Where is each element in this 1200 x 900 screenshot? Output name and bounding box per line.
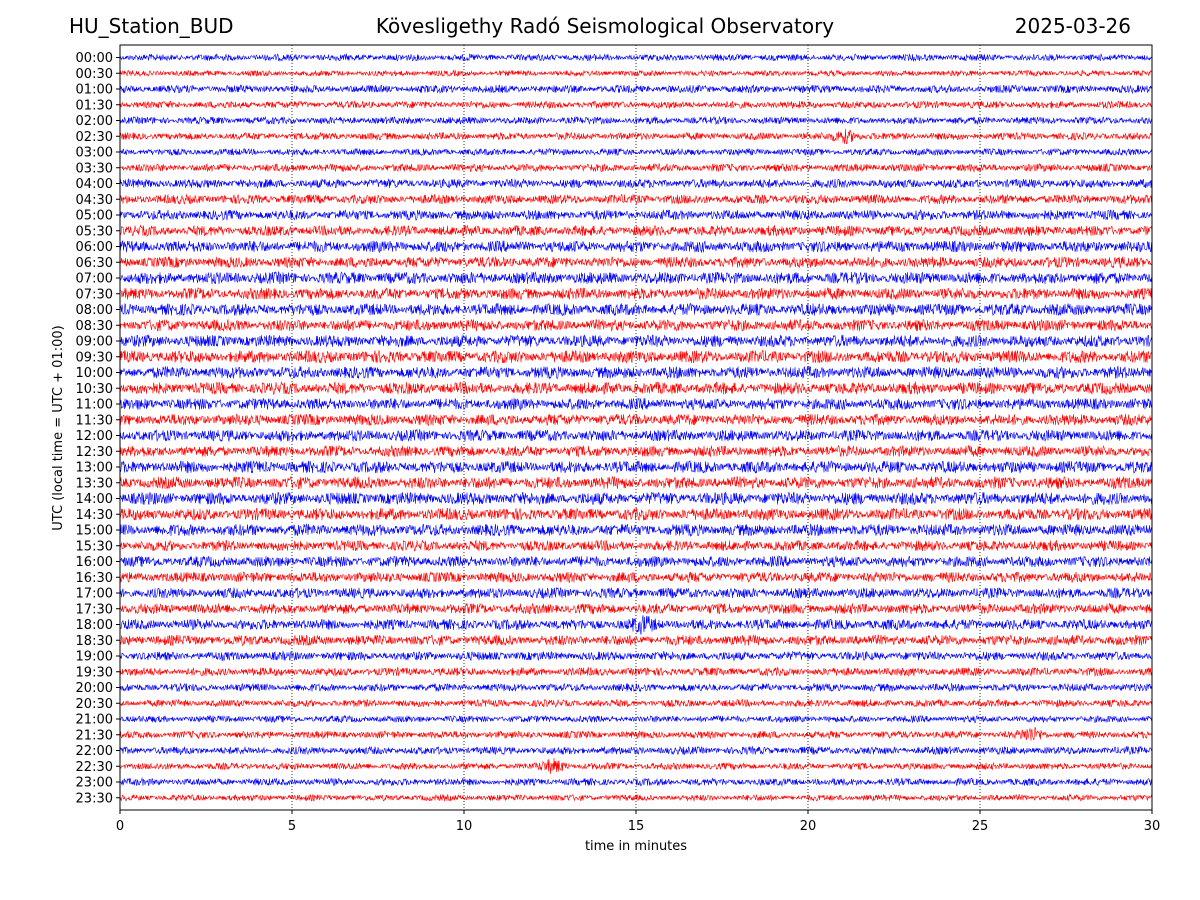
trace-1700 — [119, 586, 1153, 600]
row-label: 06:00 — [76, 240, 113, 255]
row-label: 08:30 — [76, 319, 113, 334]
row-label: 12:00 — [76, 429, 113, 444]
row-labels: 00:0000:3001:0001:3002:0002:3003:0003:30… — [76, 51, 120, 806]
row-label: 19:30 — [76, 665, 113, 680]
trace-0330 — [119, 162, 1153, 173]
row-label: 15:00 — [76, 524, 113, 539]
vertical-gridlines — [291, 45, 981, 810]
x-tick-label: 25 — [972, 819, 989, 834]
trace-2100 — [119, 714, 1153, 724]
row-label: 01:00 — [76, 83, 113, 98]
trace-1530 — [119, 539, 1153, 552]
row-label: 20:30 — [76, 697, 113, 712]
x-tick-label: 30 — [1144, 819, 1161, 834]
row-label: 09:30 — [76, 350, 113, 365]
row-label: 19:00 — [76, 650, 113, 665]
trace-1930 — [119, 666, 1153, 678]
row-label: 01:30 — [76, 98, 113, 113]
x-tick-label: 10 — [456, 819, 473, 834]
trace-0100 — [119, 84, 1153, 95]
row-label: 05:00 — [76, 209, 113, 224]
row-label: 18:00 — [76, 618, 113, 633]
row-label: 09:00 — [76, 335, 113, 350]
trace-2200 — [119, 745, 1153, 756]
trace-2300 — [119, 777, 1153, 787]
y-axis-label: UTC (local time = UTC + 01:00) — [51, 325, 66, 530]
x-tick-label: 5 — [288, 819, 296, 834]
row-label: 14:30 — [76, 508, 113, 523]
x-tick-label: 15 — [628, 819, 645, 834]
row-label: 03:30 — [76, 161, 113, 176]
row-label: 11:00 — [76, 398, 113, 413]
trace-1330 — [119, 475, 1153, 490]
row-label: 03:00 — [76, 146, 113, 161]
row-label: 15:30 — [76, 539, 113, 554]
row-label: 22:00 — [76, 744, 113, 759]
trace-0900 — [119, 333, 1153, 348]
trace-1000 — [119, 365, 1153, 380]
row-label: 17:30 — [76, 602, 113, 617]
row-label: 04:30 — [76, 193, 113, 208]
row-label: 12:30 — [76, 445, 113, 460]
x-tick-label: 0 — [116, 819, 124, 834]
row-label: 23:00 — [76, 776, 113, 791]
seismic-traces — [119, 52, 1153, 802]
trace-0300 — [119, 147, 1153, 157]
row-label: 05:30 — [76, 224, 113, 239]
station-name: HU_Station_BUD — [69, 14, 234, 38]
trace-2230 — [119, 757, 1153, 774]
row-label: 04:00 — [76, 177, 113, 192]
row-label: 06:30 — [76, 256, 113, 271]
row-label: 17:00 — [76, 587, 113, 602]
row-label: 00:30 — [76, 67, 113, 82]
row-label: 13:00 — [76, 461, 113, 476]
trace-2130 — [119, 727, 1153, 741]
row-label: 02:30 — [76, 130, 113, 145]
row-label: 02:00 — [76, 114, 113, 129]
trace-1900 — [119, 650, 1153, 662]
trace-1430 — [119, 507, 1153, 522]
record-date: 2025-03-26 — [1014, 14, 1131, 38]
row-label: 10:30 — [76, 382, 113, 397]
row-label: 21:00 — [76, 713, 113, 728]
row-label: 08:00 — [76, 303, 113, 318]
row-label: 16:30 — [76, 571, 113, 586]
row-label: 22:30 — [76, 760, 113, 775]
row-label: 20:00 — [76, 681, 113, 696]
trace-1030 — [119, 381, 1153, 396]
row-label: 10:00 — [76, 366, 113, 381]
row-label: 18:30 — [76, 634, 113, 649]
row-label: 13:30 — [76, 476, 113, 491]
row-label: 14:00 — [76, 492, 113, 507]
row-label: 16:00 — [76, 555, 113, 570]
row-label: 00:00 — [76, 51, 113, 66]
row-label: 23:30 — [76, 791, 113, 806]
trace-0930 — [119, 349, 1153, 364]
row-label: 07:00 — [76, 272, 113, 287]
x-tick-label: 20 — [800, 819, 817, 834]
trace-0500 — [119, 209, 1153, 221]
row-label: 07:30 — [76, 287, 113, 302]
row-label: 11:30 — [76, 413, 113, 428]
x-axis-label: time in minutes — [585, 839, 687, 854]
x-axis-ticks: 0 5 10 15 20 25 30 — [116, 810, 1160, 834]
observatory-title: Kövesligethy Radó Seismological Observat… — [375, 14, 835, 38]
row-label: 21:30 — [76, 728, 113, 743]
